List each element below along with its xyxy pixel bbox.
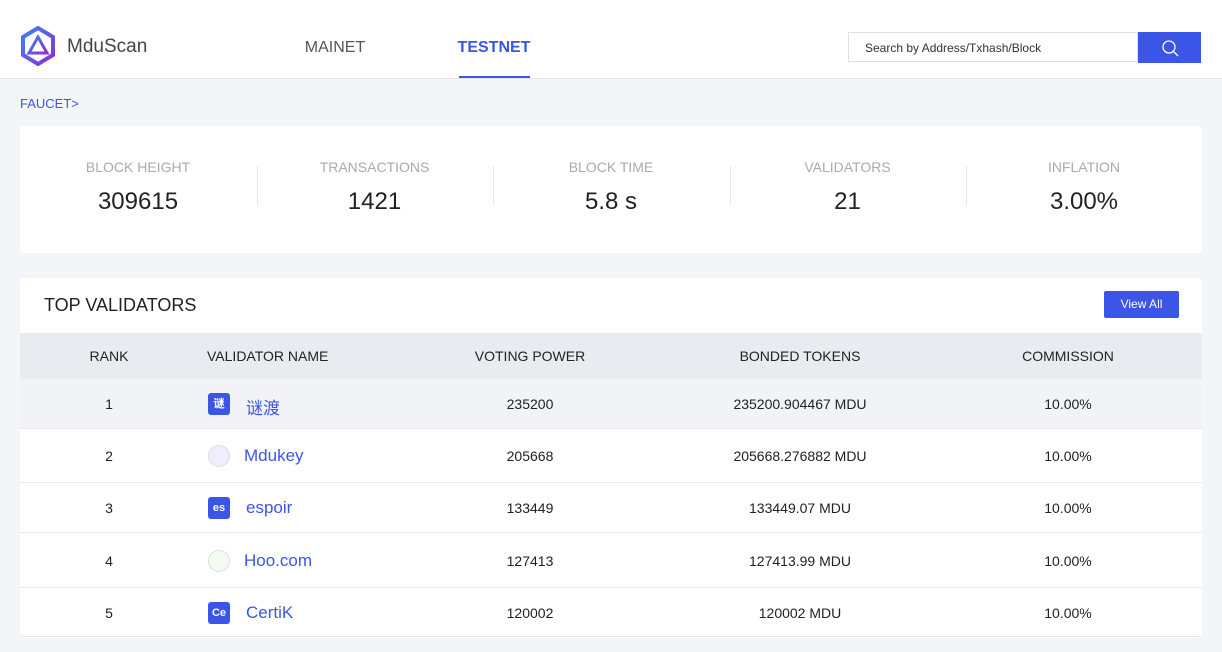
commission: 10.00%: [1044, 552, 1092, 569]
table-row[interactable]: [20, 483, 1202, 533]
stat-value: 21: [834, 188, 861, 215]
search-placeholder: Search by Address/Txhash/Block: [865, 41, 1042, 55]
stat-divider: [493, 166, 494, 206]
stat-value: 3.00%: [1049, 188, 1119, 215]
validator-icon: es: [208, 497, 230, 519]
logo: [21, 26, 55, 66]
commission: 10.00%: [1044, 500, 1092, 516]
bonded-tokens: 205668.276882 MDU: [733, 448, 867, 464]
validator-name[interactable]: CertiK: [246, 602, 294, 622]
voting-power: 120002: [506, 604, 554, 621]
rank: 5: [105, 604, 113, 621]
bonded-tokens: 120002 MDU: [758, 604, 842, 621]
nav-underline: [459, 76, 530, 78]
rank: 1: [105, 396, 113, 412]
stat-label: BLOCK TIME: [568, 159, 654, 175]
stat-divider: [256, 166, 258, 206]
validator-logo: [208, 549, 230, 572]
breadcrumb[interactable]: FAUCET>: [20, 96, 79, 111]
column-header: RANK: [89, 348, 129, 364]
table-row[interactable]: [20, 533, 1202, 588]
column-header: VOTING POWER: [474, 348, 586, 364]
header: MduScan MAINET TESTNET Search by Address…: [0, 0, 1222, 79]
section-title: TOP VALIDATORS: [44, 295, 197, 315]
search-icon: [1162, 40, 1179, 57]
stat-label: TRANSACTIONS: [319, 159, 430, 175]
column-header: COMMISSION: [1022, 348, 1114, 364]
validator-name[interactable]: espoir: [246, 498, 293, 517]
rank: 3: [105, 500, 113, 516]
commission: 10.00%: [1044, 396, 1092, 412]
bonded-tokens: 235200.904467 MDU: [733, 396, 867, 412]
voting-power: 205668: [506, 448, 554, 464]
stat-label: VALIDATORS: [804, 159, 891, 175]
stats-card: BLOCK HEIGHT 309615 TRANSACTIONS 1421 BLOCK …: [20, 126, 1202, 253]
stat-value: 5.8 s: [584, 188, 638, 215]
nav-testnet[interactable]: TESTNET: [457, 39, 531, 56]
brand[interactable]: MduScan: [67, 36, 148, 57]
stat-value: 1421: [347, 188, 402, 215]
stat-label: INFLATION: [1047, 159, 1121, 175]
rank: 4: [105, 552, 113, 569]
validators-card: TOP VALIDATORS View All RANK VALIDATOR NA…: [20, 278, 1202, 638]
validator-icon: Ce: [208, 601, 230, 624]
bonded-tokens: 127413.99 MDU: [749, 552, 851, 569]
validator-name[interactable]: 谜渡: [246, 399, 280, 418]
search-box[interactable]: Search by Address/Txhash/Block: [848, 32, 1138, 62]
validator-icon: 谜: [208, 393, 230, 415]
table-row[interactable]: [20, 588, 1202, 637]
commission: 10.00%: [1044, 604, 1092, 621]
validator-logo: [208, 445, 230, 467]
search-button[interactable]: [1138, 32, 1201, 63]
voting-power: 127413: [506, 552, 554, 569]
column-header: VALIDATOR NAME: [207, 348, 329, 364]
table-row[interactable]: [20, 379, 1202, 429]
rank: 2: [105, 448, 113, 464]
stat-divider: [729, 166, 731, 206]
table-header: [20, 333, 1202, 379]
view-all-button[interactable]: View All: [1104, 291, 1179, 318]
table-row[interactable]: [20, 429, 1202, 483]
stat-label: BLOCK HEIGHT: [85, 159, 191, 175]
stat-divider: [966, 166, 967, 206]
nav-mainet[interactable]: MAINET: [304, 39, 366, 56]
validator-name[interactable]: Hoo.com: [244, 550, 313, 570]
bonded-tokens: 133449.07 MDU: [749, 500, 851, 516]
validator-name[interactable]: Mdukey: [244, 446, 304, 465]
commission: 10.00%: [1044, 448, 1092, 464]
voting-power: 133449: [506, 500, 554, 516]
voting-power: 235200: [506, 396, 554, 412]
column-header: BONDED TOKENS: [739, 348, 861, 364]
stat-value: 309615: [97, 188, 179, 215]
